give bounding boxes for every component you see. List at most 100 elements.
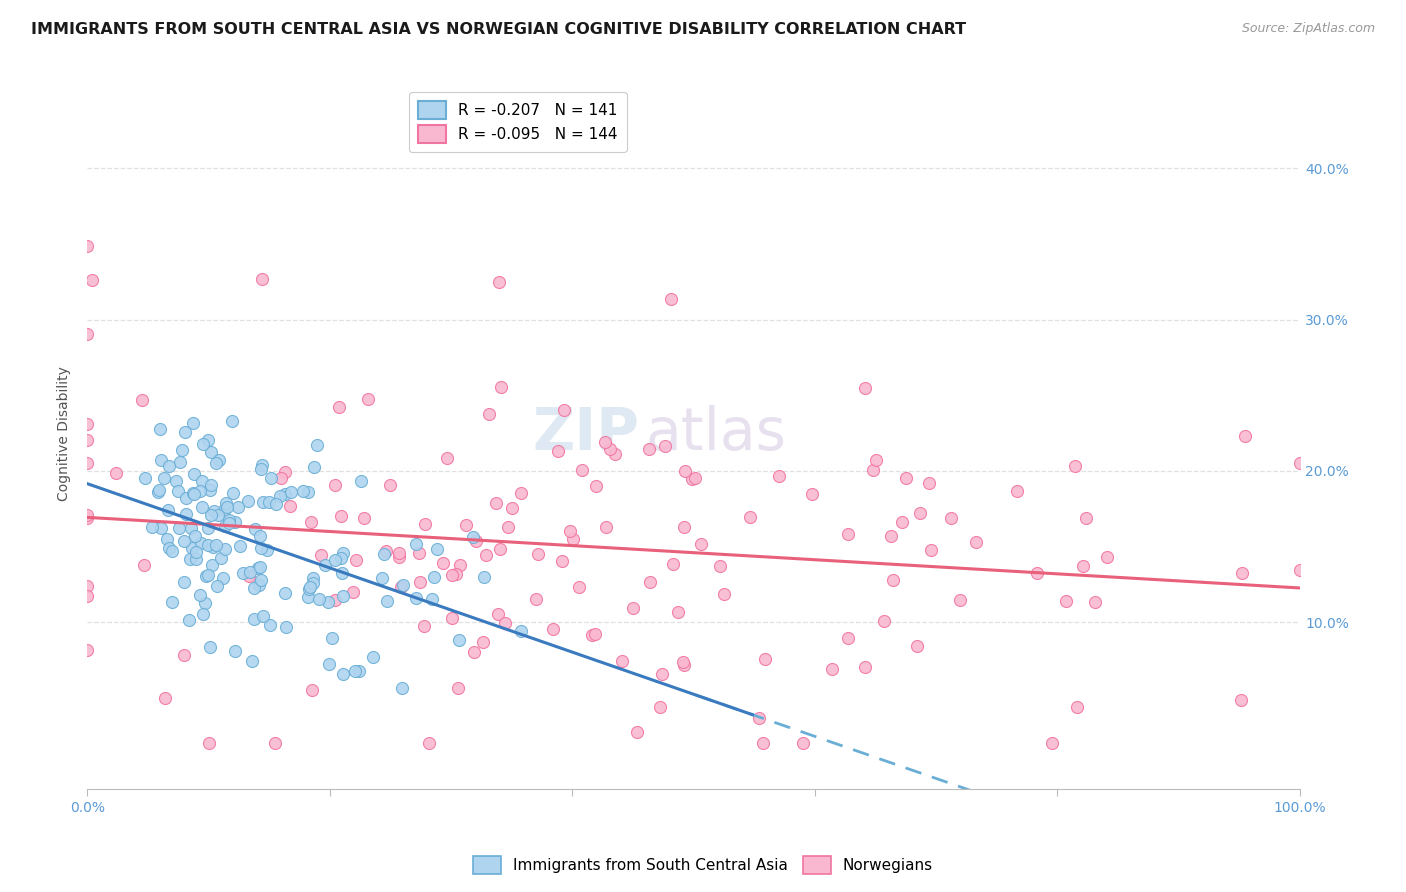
Point: [432, 556, 454, 570]
Point: [342, 585, 364, 599]
Point: [441, 611, 464, 625]
Point: [183, 467, 205, 481]
Point: [332, 666, 354, 681]
Point: [76, 643, 98, 657]
Point: [148, 483, 170, 498]
Point: [224, 516, 246, 530]
Point: [195, 568, 218, 582]
Point: [76, 579, 98, 593]
Point: [264, 498, 287, 512]
Point: [918, 475, 941, 490]
Point: [76, 238, 98, 252]
Point: [472, 570, 495, 584]
Point: [648, 700, 671, 714]
Point: [229, 539, 252, 553]
Point: [801, 487, 824, 501]
Point: [673, 519, 696, 533]
Point: [260, 470, 283, 484]
Point: [880, 529, 903, 543]
Point: [510, 486, 533, 500]
Point: [361, 650, 384, 665]
Point: [905, 640, 928, 654]
Point: [165, 474, 187, 488]
Point: [821, 662, 844, 676]
Point: [76, 417, 98, 431]
Point: [304, 459, 326, 474]
Point: [388, 546, 411, 560]
Point: [148, 485, 170, 500]
Point: [862, 463, 884, 477]
Point: [672, 657, 695, 672]
Point: [323, 593, 346, 607]
Text: atlas: atlas: [645, 405, 786, 461]
Point: [894, 470, 917, 484]
Point: [891, 515, 914, 529]
Point: [274, 586, 297, 600]
Point: [134, 558, 156, 572]
Point: [471, 634, 494, 648]
Point: [389, 581, 412, 595]
Point: [1054, 594, 1077, 608]
Point: [242, 581, 264, 595]
Point: [197, 433, 219, 447]
Point: [638, 575, 661, 590]
Point: [217, 500, 239, 514]
Point: [1040, 736, 1063, 750]
Point: [218, 516, 240, 530]
Point: [174, 425, 197, 439]
Point: [197, 568, 219, 582]
Point: [297, 485, 319, 500]
Point: [673, 464, 696, 478]
Point: [198, 736, 221, 750]
Point: [595, 520, 617, 534]
Point: [232, 566, 254, 581]
Point: [249, 529, 271, 543]
Point: [249, 559, 271, 574]
Point: [409, 574, 432, 589]
Point: [190, 535, 212, 549]
Point: [150, 453, 173, 467]
Point: [1097, 549, 1119, 564]
Point: [257, 495, 280, 509]
Point: [349, 474, 371, 488]
Point: [188, 588, 211, 602]
Point: [184, 545, 207, 559]
Point: [318, 657, 340, 671]
Point: [551, 554, 574, 568]
Point: [252, 609, 274, 624]
Point: [463, 645, 485, 659]
Point: [194, 596, 217, 610]
Point: [603, 447, 626, 461]
Point: [76, 434, 98, 448]
Point: [581, 628, 603, 642]
Point: [205, 456, 228, 470]
Point: [405, 537, 427, 551]
Point: [174, 507, 197, 521]
Point: [218, 513, 240, 527]
Point: [169, 455, 191, 469]
Point: [238, 569, 260, 583]
Point: [162, 595, 184, 609]
Point: [332, 546, 354, 560]
Point: [374, 543, 396, 558]
Point: [157, 541, 180, 555]
Point: [1289, 563, 1312, 577]
Point: [184, 552, 207, 566]
Point: [353, 511, 375, 525]
Point: [373, 547, 395, 561]
Point: [547, 443, 569, 458]
Point: [709, 559, 731, 574]
Point: [444, 567, 467, 582]
Point: [76, 508, 98, 522]
Point: [418, 736, 440, 750]
Point: [426, 542, 449, 557]
Point: [153, 470, 176, 484]
Legend: R = -0.207   N = 141, R = -0.095   N = 144: R = -0.207 N = 141, R = -0.095 N = 144: [409, 92, 627, 152]
Point: [224, 644, 246, 658]
Point: [740, 509, 762, 524]
Point: [256, 543, 278, 558]
Point: [104, 467, 127, 481]
Point: [191, 607, 214, 622]
Point: [489, 380, 512, 394]
Point: [215, 495, 238, 509]
